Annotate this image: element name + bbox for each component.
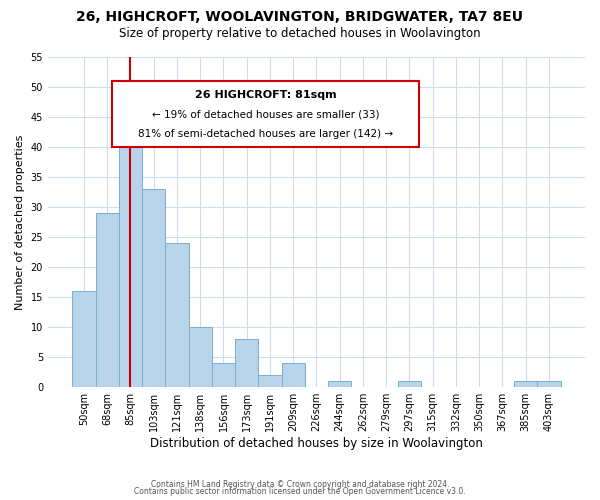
Text: Contains public sector information licensed under the Open Government Licence v3: Contains public sector information licen…: [134, 488, 466, 496]
Bar: [328, 381, 352, 387]
Bar: [95, 213, 119, 387]
Bar: [235, 339, 259, 387]
Bar: [73, 291, 95, 387]
Y-axis label: Number of detached properties: Number of detached properties: [15, 134, 25, 310]
FancyBboxPatch shape: [112, 82, 419, 148]
Bar: [166, 243, 188, 387]
Text: Size of property relative to detached houses in Woolavington: Size of property relative to detached ho…: [119, 28, 481, 40]
Text: ← 19% of detached houses are smaller (33): ← 19% of detached houses are smaller (33…: [152, 110, 379, 120]
Text: 26, HIGHCROFT, WOOLAVINGTON, BRIDGWATER, TA7 8EU: 26, HIGHCROFT, WOOLAVINGTON, BRIDGWATER,…: [77, 10, 523, 24]
Bar: [119, 128, 142, 387]
Bar: [142, 189, 166, 387]
Text: 81% of semi-detached houses are larger (142) →: 81% of semi-detached houses are larger (…: [138, 130, 393, 140]
Bar: [514, 381, 538, 387]
Bar: [188, 327, 212, 387]
Bar: [538, 381, 560, 387]
Bar: [259, 375, 281, 387]
Bar: [212, 363, 235, 387]
Bar: [398, 381, 421, 387]
Text: 26 HIGHCROFT: 81sqm: 26 HIGHCROFT: 81sqm: [194, 90, 336, 100]
Bar: [281, 363, 305, 387]
X-axis label: Distribution of detached houses by size in Woolavington: Distribution of detached houses by size …: [150, 437, 483, 450]
Text: Contains HM Land Registry data © Crown copyright and database right 2024.: Contains HM Land Registry data © Crown c…: [151, 480, 449, 489]
